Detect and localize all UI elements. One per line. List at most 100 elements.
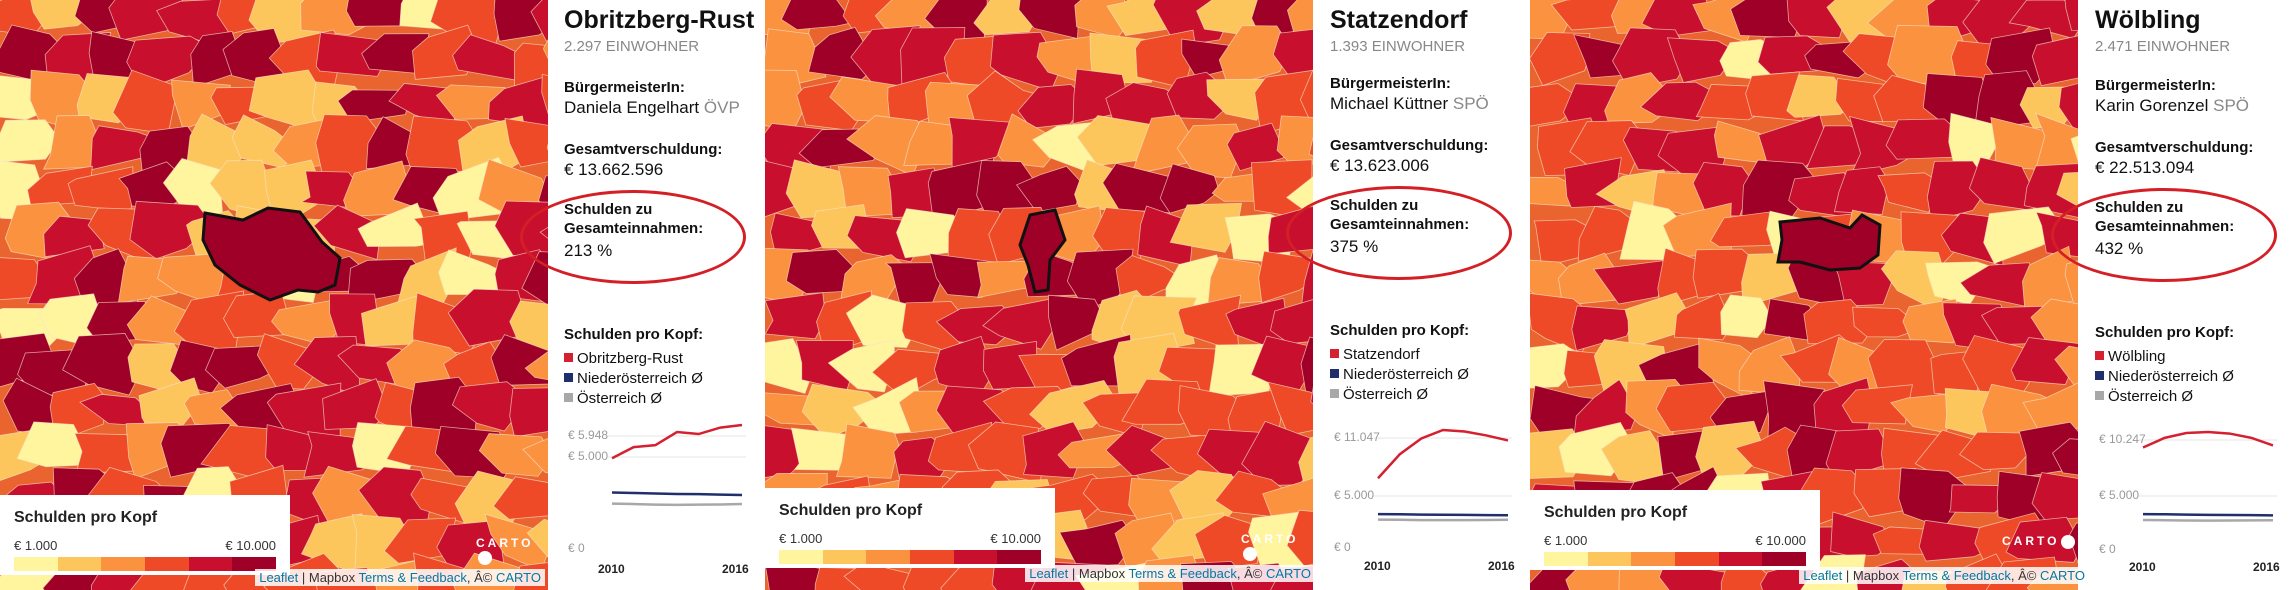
chart-legend-label: Niederösterreich Ø	[577, 370, 703, 387]
leaflet-link[interactable]: Leaflet	[259, 570, 299, 585]
legend-max: € 10.000	[225, 538, 276, 553]
municipality-name: Obritzberg-Rust	[564, 6, 755, 34]
map-tiles	[765, 0, 1313, 590]
mayor-value: Daniela Engelhart ÖVP	[564, 98, 740, 118]
series-line-oesterreich	[2142, 518, 2274, 522]
population: 1.393 EINWOHNER	[1330, 38, 1466, 55]
chart-legend-label: Wölbling	[2108, 348, 2166, 365]
y-tick-label: € 0	[2099, 542, 2116, 556]
carto-logo[interactable]: CARTO	[2002, 534, 2076, 549]
y-tick-label: € 5.948	[568, 428, 608, 442]
municipality-name: Wölbling	[2095, 6, 2201, 34]
mayor-value: Michael Küttner SPÖ	[1330, 94, 1489, 114]
municipality-name: Statzendorf	[1330, 6, 1468, 34]
choropleth-map[interactable]: Schulden pro Kopf € 1.000 € 10.000 CARTO	[0, 0, 548, 590]
niederoesterreich-swatch-icon	[1330, 369, 1339, 378]
mayor-label: BürgermeisterIn:	[564, 79, 685, 96]
legend-swatch	[997, 550, 1042, 564]
municipality-swatch-icon	[564, 353, 573, 362]
selected-municipality-outline[interactable]	[1776, 213, 1882, 272]
mayor-value: Karin Gorenzel SPÖ	[2095, 96, 2249, 116]
legend-min: € 1.000	[779, 531, 823, 546]
legend-swatch	[866, 550, 911, 564]
carto-logo[interactable]: CARTO	[476, 536, 548, 565]
info-panel: Wölbling 2.471 EINWOHNER BürgermeisterIn: K…	[2051, 0, 2293, 590]
highlight-ellipse	[1286, 186, 1512, 280]
selected-municipality-outline[interactable]	[1018, 208, 1067, 294]
selected-municipality-outline[interactable]	[201, 206, 342, 302]
party-badge: SPÖ	[1452, 94, 1489, 113]
legend-title: Schulden pro Kopf	[1544, 504, 1688, 521]
legend-swatch	[1762, 552, 1807, 566]
choropleth-map[interactable]: Schulden pro Kopf € 1.000 € 10.000 CARTO	[1530, 0, 2078, 590]
y-tick-label: € 10.247	[2099, 432, 2146, 446]
carto-link[interactable]: CARTO	[1265, 566, 1311, 581]
chart-legend-item: Österreich Ø	[564, 390, 662, 407]
carto-link[interactable]: CARTO	[495, 570, 541, 585]
carto-logo-icon	[1243, 546, 1257, 561]
map-attribution: Leaflet | Mapbox Terms & Feedback, Â© CA…	[1025, 565, 1315, 582]
leaflet-link[interactable]: Leaflet	[1029, 566, 1069, 581]
niederoesterreich-swatch-icon	[564, 373, 573, 382]
leaflet-link[interactable]: Leaflet	[1803, 568, 1843, 583]
legend-color-bar	[1544, 552, 1807, 566]
legend-swatch	[822, 550, 867, 564]
series-line-municipality	[2142, 430, 2274, 449]
y-tick-label: € 0	[1334, 540, 1351, 554]
party-badge: ÖVP	[703, 98, 740, 117]
population: 2.297 EINWOHNER	[564, 38, 700, 55]
mayor-name: Karin Gorenzel	[2095, 96, 2209, 115]
map-attribution: Leaflet | Mapbox Terms & Feedback, Â© CA…	[1799, 567, 2089, 584]
chart-legend-label: Österreich Ø	[2108, 388, 2194, 405]
chart-legend-label: Statzendorf	[1343, 346, 1420, 363]
chart-legend-item: Niederösterreich Ø	[564, 370, 703, 387]
legend-swatch	[1544, 552, 1588, 566]
map-legend: Schulden pro Kopf € 1.000 € 10.000	[0, 495, 290, 575]
mayor-label: BürgermeisterIn:	[1330, 75, 1451, 92]
panel-woelbling: Schulden pro Kopf € 1.000 € 10.000 CARTO…	[1530, 0, 2293, 590]
debt-label: Gesamtverschuldung:	[2095, 139, 2254, 156]
debt-value: € 13.623.006	[1330, 156, 1430, 175]
terms-link[interactable]: Terms & Feedback	[1128, 566, 1237, 581]
debt-per-capita-chart: € 10.247 € 5.000 € 0 2010 2016	[2099, 430, 2280, 574]
legend-title: Schulden pro Kopf	[779, 502, 923, 519]
x-tick-label: 2010	[2129, 560, 2156, 574]
carto-logo[interactable]: CARTO	[1241, 532, 1313, 561]
panel-obritzberg-rust: Schulden pro Kopf € 1.000 € 10.000 CARTO…	[0, 0, 763, 590]
legend-swatch	[1718, 552, 1763, 566]
mayor-name: Michael Küttner	[1330, 94, 1449, 113]
terms-link[interactable]: Terms & Feedback	[358, 570, 467, 585]
terms-link[interactable]: Terms & Feedback	[1902, 568, 2011, 583]
panel-statzendorf: Schulden pro Kopf € 1.000 € 10.000 CARTO…	[765, 0, 1528, 590]
chart-legend-label: Niederösterreich Ø	[1343, 366, 1469, 383]
y-tick-label: € 5.000	[568, 449, 608, 463]
debt-value: € 22.513.094	[2095, 158, 2195, 177]
map-legend: Schulden pro Kopf € 1.000 € 10.000	[765, 488, 1055, 568]
highlight-ellipse	[2051, 188, 2277, 282]
chart-legend-label: Obritzberg-Rust	[577, 350, 683, 367]
legend-swatch	[1675, 552, 1719, 566]
chart-legend-item: Wölbling	[2095, 348, 2166, 365]
carto-link[interactable]: CARTO	[2039, 568, 2085, 583]
x-tick-label: 2010	[1364, 559, 1391, 573]
municipality-swatch-icon	[2095, 351, 2104, 360]
debt-label: Gesamtverschuldung:	[1330, 137, 1489, 154]
oesterreich-swatch-icon	[564, 393, 573, 402]
legend-swatch	[1587, 552, 1632, 566]
legend-color-bar	[779, 550, 1042, 564]
debt-per-capita-chart: € 5.948 € 5.000 € 0 2010 2016	[568, 423, 749, 576]
chart-legend-item: Statzendorf	[1330, 346, 1420, 363]
mayor-name: Daniela Engelhart	[564, 98, 700, 117]
chart-legend-item: Niederösterreich Ø	[2095, 368, 2234, 385]
choropleth-map[interactable]: Schulden pro Kopf € 1.000 € 10.000 CARTO	[765, 0, 1313, 590]
party-badge: SPÖ	[2213, 96, 2250, 115]
series-line-municipality	[1377, 428, 1509, 480]
debt-value: € 13.662.596	[564, 160, 664, 179]
legend-color-bar	[14, 557, 277, 571]
municipality-swatch-icon	[1330, 349, 1339, 358]
legend-max: € 10.000	[990, 531, 1041, 546]
legend-min: € 1.000	[1544, 533, 1588, 548]
x-tick-label: 2016	[2253, 560, 2280, 574]
chart-legend-item: Österreich Ø	[2095, 388, 2193, 405]
legend-swatch	[910, 550, 954, 564]
